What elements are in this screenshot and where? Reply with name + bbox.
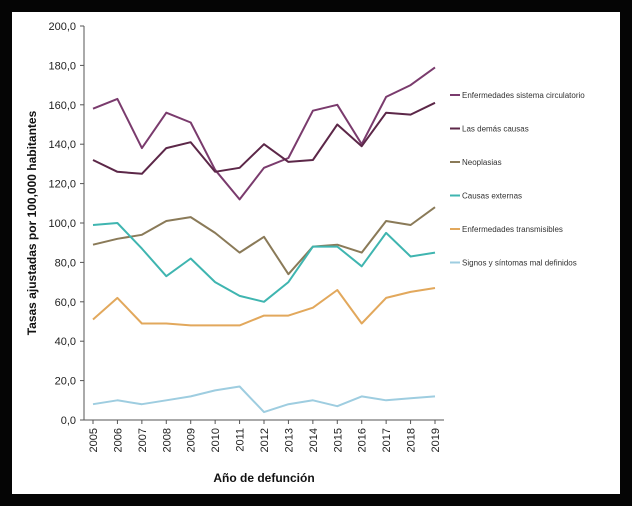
y-tick-label: 0,0 bbox=[61, 415, 76, 427]
y-tick-label: 40,0 bbox=[55, 336, 76, 348]
chart-panel: 0,0 20,0 40,0 60,0 80,0 100,0 120,0 140,0 160,0 1… bbox=[12, 12, 620, 494]
series-line-6 bbox=[92, 385, 436, 414]
y-tick-label: 80,0 bbox=[55, 257, 76, 269]
x-tick-label: 2017 bbox=[381, 428, 393, 452]
y-tick-label: 120,0 bbox=[48, 179, 76, 191]
x-tick-label: 2012 bbox=[259, 428, 271, 452]
y-tick-label: 60,0 bbox=[55, 297, 76, 309]
legend-label: Causas externas bbox=[462, 192, 522, 201]
legend: Enfermedades sistema circulatorio Las dem… bbox=[450, 91, 585, 268]
x-tick-label: 2014 bbox=[308, 428, 320, 452]
series-line-3 bbox=[92, 206, 436, 276]
x-tick-label: 2018 bbox=[406, 428, 418, 452]
x-tick-label: 2010 bbox=[210, 428, 222, 452]
x-tick-label: 2011 bbox=[235, 428, 247, 452]
y-tick-label: 160,0 bbox=[48, 100, 76, 112]
x-tick-label: 2016 bbox=[357, 428, 369, 452]
series-line-1 bbox=[92, 66, 436, 201]
y-tick-label: 100,0 bbox=[48, 218, 76, 230]
line-chart: 0,0 20,0 40,0 60,0 80,0 100,0 120,0 140,0 160,0 1… bbox=[25, 21, 585, 485]
legend-label: Enfermedades sistema circulatorio bbox=[462, 91, 585, 100]
legend-label: Las demás causas bbox=[462, 125, 529, 134]
legend-label: Signos y síntomas mal definidos bbox=[462, 259, 577, 268]
y-tick-label: 140,0 bbox=[48, 139, 76, 151]
axes-layer: 0,0 20,0 40,0 60,0 80,0 100,0 120,0 140,0 160,0 1… bbox=[48, 21, 444, 452]
x-tick-label: 2008 bbox=[161, 428, 173, 452]
y-tick-label: 20,0 bbox=[55, 376, 76, 388]
y-tick-label: 200,0 bbox=[48, 21, 76, 33]
x-tick-label: 2006 bbox=[112, 428, 124, 452]
x-tick-label: 2005 bbox=[88, 428, 100, 452]
x-axis-title: Año de defunción bbox=[213, 471, 314, 485]
x-tick-label: 2009 bbox=[186, 428, 198, 452]
legend-label: Enfermedades transmisibles bbox=[462, 225, 563, 234]
x-tick-label: 2019 bbox=[430, 428, 442, 452]
x-tick-label: 2015 bbox=[332, 428, 344, 452]
x-tick-label: 2013 bbox=[283, 428, 295, 452]
series-line-5 bbox=[92, 287, 436, 327]
series-line-4 bbox=[92, 222, 436, 303]
x-tick-label: 2007 bbox=[137, 428, 149, 452]
y-axis-title: Tasas ajustadas por 100,000 habitantes bbox=[25, 110, 39, 335]
y-tick-label: 180,0 bbox=[48, 60, 76, 72]
series-line-2 bbox=[92, 101, 436, 175]
legend-label: Neoplasias bbox=[462, 158, 502, 167]
series-layer bbox=[92, 66, 436, 414]
